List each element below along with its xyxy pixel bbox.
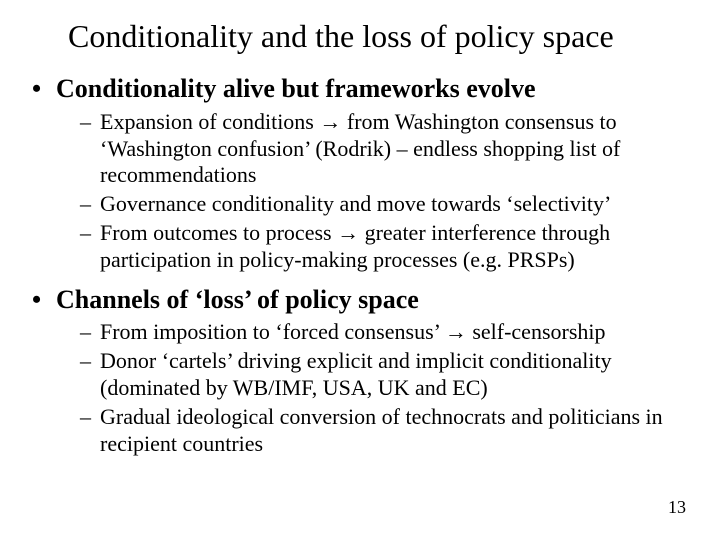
slide: Conditionality and the loss of policy sp… — [0, 0, 720, 540]
arrow-icon: → — [337, 220, 359, 245]
sub-bullet-item: Gradual ideological conversion of techno… — [80, 404, 690, 458]
bullet-text: Channels of ‘loss’ of policy space — [56, 285, 419, 314]
bullet-list-level2: Expansion of conditions → from Washingto… — [56, 109, 690, 274]
sub-bullet-item: From imposition to ‘forced consensus’ → … — [80, 319, 690, 346]
sub-bullet-item: Donor ‘cartels’ driving explicit and imp… — [80, 348, 690, 402]
arrow-icon: → — [319, 109, 341, 134]
bullet-list-level1: Conditionality alive but frameworks evol… — [30, 73, 690, 458]
arrow-icon: → — [445, 319, 467, 344]
bullet-item: Conditionality alive but frameworks evol… — [30, 73, 690, 274]
bullet-item: Channels of ‘loss’ of policy space From … — [30, 284, 690, 458]
bullet-text: Conditionality alive but frameworks evol… — [56, 74, 536, 103]
sub-bullet-item: From outcomes to process → greater inter… — [80, 220, 690, 274]
page-number: 13 — [668, 497, 686, 518]
bullet-list-level2: From imposition to ‘forced consensus’ → … — [56, 319, 690, 457]
sub-bullet-item: Expansion of conditions → from Washingto… — [80, 109, 690, 189]
slide-title: Conditionality and the loss of policy sp… — [68, 18, 690, 55]
sub-bullet-item: Governance conditionality and move towar… — [80, 191, 690, 218]
